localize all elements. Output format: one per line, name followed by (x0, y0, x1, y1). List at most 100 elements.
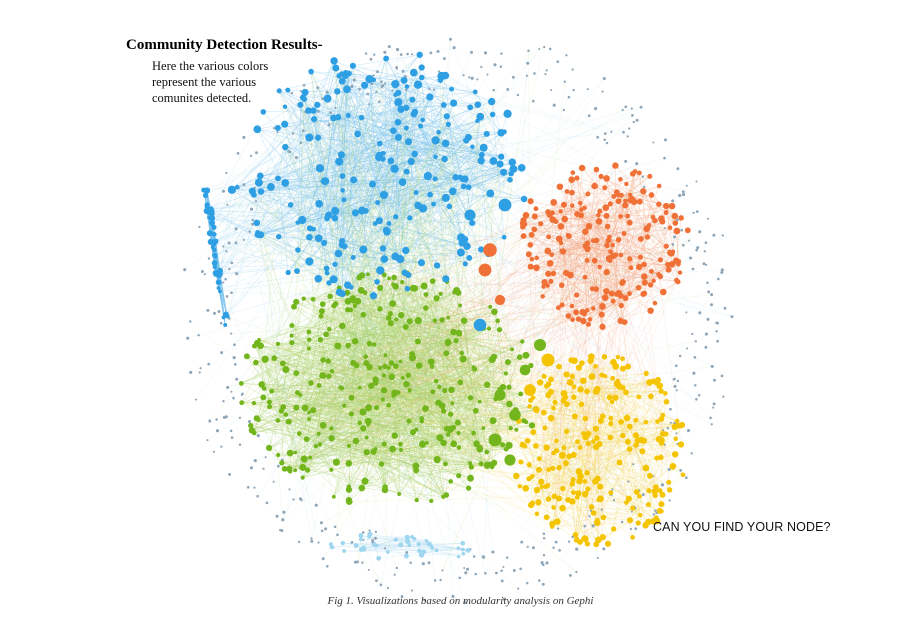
edge (348, 305, 356, 501)
edge (385, 58, 439, 133)
edge (348, 259, 402, 490)
edge (322, 375, 386, 488)
peripheral-node (652, 141, 655, 144)
edge (327, 98, 336, 219)
blue-node (472, 89, 478, 95)
edge (442, 463, 491, 571)
yellow-node (608, 415, 614, 421)
edge (622, 373, 647, 436)
green-node (378, 461, 385, 467)
orange-node (640, 188, 647, 195)
edge (412, 353, 503, 388)
edge (250, 425, 417, 471)
edge (594, 185, 603, 538)
edge (261, 344, 375, 385)
edge (377, 194, 431, 203)
edge (550, 417, 661, 491)
edge (392, 284, 477, 411)
edge (387, 537, 408, 553)
peripheral-node (519, 567, 522, 571)
edge (364, 292, 410, 391)
edge (257, 161, 340, 235)
green-node (345, 486, 353, 493)
edge (268, 298, 304, 448)
orange-node (648, 268, 654, 274)
edge (562, 251, 573, 320)
edge (588, 418, 662, 435)
edge (385, 58, 473, 224)
blue-node (297, 101, 304, 108)
edge (359, 407, 377, 424)
peripheral-node (470, 76, 474, 80)
orange-node (577, 200, 583, 206)
blue-node (359, 245, 368, 254)
edge (587, 243, 644, 295)
edge (308, 300, 359, 413)
edge (394, 168, 406, 251)
edge (606, 245, 668, 265)
edge (443, 361, 509, 497)
edge (375, 379, 451, 430)
edge (328, 215, 473, 224)
blue-node (212, 247, 217, 253)
edge (561, 194, 631, 306)
edge (534, 216, 653, 230)
edge (608, 258, 626, 299)
edge (383, 143, 446, 391)
peripheral-node (427, 561, 431, 565)
edge (260, 115, 349, 177)
edge (255, 362, 588, 544)
edge (391, 376, 453, 404)
edge (283, 334, 327, 408)
edge (631, 198, 667, 247)
edge (390, 267, 537, 324)
edge (369, 79, 380, 221)
edge (528, 439, 642, 479)
edge (328, 282, 366, 357)
edge (409, 39, 451, 391)
edge (277, 178, 381, 309)
peripheral-node (492, 88, 495, 92)
edge (283, 366, 385, 408)
edge (301, 137, 319, 221)
edge (322, 225, 650, 376)
edge (344, 246, 363, 276)
edge (439, 341, 523, 388)
edge (554, 455, 563, 497)
edge (322, 292, 455, 376)
light-blue-node (367, 534, 371, 539)
edge (357, 282, 403, 562)
edge (539, 458, 637, 493)
edge (400, 449, 416, 467)
edge (450, 429, 477, 444)
edge (423, 285, 484, 329)
edge (215, 161, 340, 258)
edge (328, 214, 482, 250)
green-node (293, 450, 297, 455)
edge (444, 390, 643, 452)
edge (374, 159, 445, 345)
green-node (326, 326, 332, 332)
edge (620, 295, 660, 440)
green-node (334, 342, 342, 350)
edge (480, 448, 507, 465)
peripheral-node (695, 248, 699, 252)
edge (253, 402, 337, 463)
edge (260, 234, 402, 316)
edge (303, 298, 453, 404)
edge (383, 115, 633, 391)
yellow-node (658, 388, 664, 394)
green-node (387, 276, 391, 281)
edge (450, 429, 639, 441)
edge (341, 73, 405, 273)
orange-node (555, 305, 561, 311)
edge (529, 356, 592, 465)
edge (327, 98, 405, 273)
edge (359, 240, 690, 388)
edge (596, 401, 613, 439)
yellow-node (620, 385, 626, 391)
edge (214, 127, 407, 268)
edge (373, 443, 454, 453)
yellow-node (563, 460, 569, 467)
orange-node (533, 264, 540, 272)
